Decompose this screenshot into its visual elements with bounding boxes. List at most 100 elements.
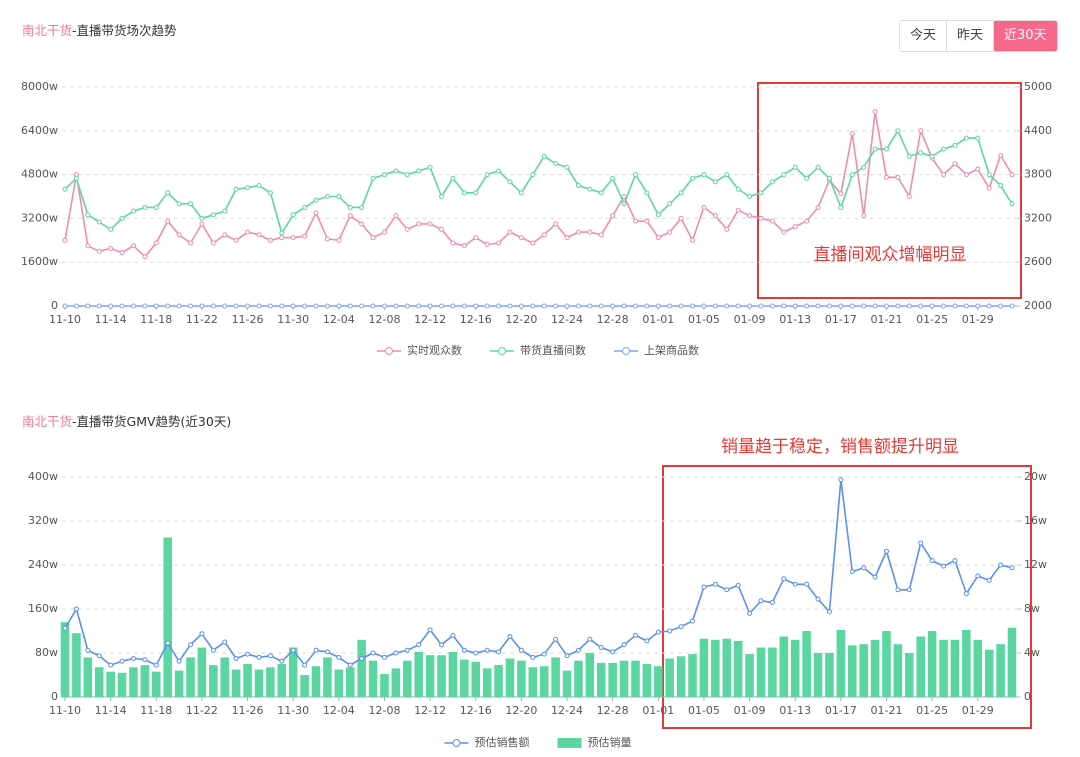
- point: [678, 624, 684, 630]
- legend-label: 预估销量: [588, 735, 632, 749]
- bar: [802, 631, 811, 697]
- point: [62, 237, 68, 243]
- point: [496, 168, 502, 174]
- point: [815, 596, 821, 602]
- y2-tick-label: 20w: [1024, 470, 1047, 483]
- point: [256, 183, 262, 189]
- line: [64, 111, 1013, 258]
- point: [895, 303, 901, 309]
- point: [872, 574, 878, 580]
- point: [883, 146, 889, 152]
- x-tick-label: 11-26: [232, 704, 264, 717]
- bar: [448, 651, 458, 697]
- point: [621, 642, 627, 648]
- point: [210, 647, 216, 653]
- bar: [380, 673, 389, 697]
- point: [883, 174, 889, 180]
- point: [142, 303, 148, 309]
- point: [279, 658, 285, 664]
- x-tick-label: 12-28: [597, 704, 629, 717]
- point: [73, 303, 79, 309]
- legend-swatch: [498, 347, 506, 355]
- point: [313, 647, 319, 653]
- chart-title: 南北干货-直播带货GMV趋势(近30天): [22, 414, 231, 429]
- point: [1009, 201, 1015, 207]
- point: [575, 647, 581, 653]
- point: [188, 201, 194, 207]
- point: [553, 303, 559, 309]
- point: [142, 657, 148, 663]
- point: [610, 175, 616, 181]
- legend-label: 带货直播间数: [520, 343, 586, 357]
- point: [735, 186, 741, 192]
- bar: [505, 658, 515, 697]
- bar: [288, 647, 298, 697]
- point: [598, 645, 604, 650]
- y2-tick-label: 16w: [1024, 514, 1047, 527]
- point: [153, 240, 159, 246]
- point: [347, 213, 353, 219]
- point: [461, 190, 467, 196]
- point: [906, 587, 912, 593]
- x-tick-label: 11-14: [95, 313, 127, 326]
- point: [199, 631, 205, 637]
- x-tick-label: 01-05: [688, 313, 720, 326]
- y-tick-label: 320w: [28, 514, 58, 527]
- point: [621, 201, 627, 207]
- x-tick-label: 01-29: [962, 704, 994, 717]
- point: [530, 654, 536, 660]
- point: [587, 636, 593, 642]
- range-button[interactable]: 昨天: [946, 21, 994, 51]
- point: [769, 179, 775, 185]
- point: [404, 647, 410, 653]
- bar: [334, 669, 344, 697]
- point: [769, 218, 775, 224]
- bar: [94, 667, 104, 697]
- point: [667, 628, 673, 634]
- bar: [619, 660, 629, 697]
- point: [975, 166, 981, 172]
- point: [85, 303, 91, 309]
- point: [473, 303, 479, 309]
- point: [518, 190, 524, 196]
- point: [975, 135, 981, 141]
- point: [564, 303, 570, 309]
- point: [735, 303, 741, 309]
- point: [165, 640, 171, 646]
- point: [188, 240, 194, 246]
- x-tick-label: 12-04: [323, 313, 355, 326]
- point: [918, 303, 924, 309]
- point: [404, 303, 410, 309]
- point: [381, 172, 387, 178]
- point: [1009, 565, 1015, 571]
- title-brand: 南北干货: [22, 414, 72, 429]
- point: [826, 175, 832, 181]
- range-button[interactable]: 今天: [900, 21, 947, 51]
- y-tick-label: 1600w: [21, 255, 58, 268]
- x-tick-label: 12-24: [551, 704, 583, 717]
- point: [769, 599, 775, 605]
- bar: [151, 671, 161, 697]
- range-button[interactable]: 近30天: [993, 21, 1057, 51]
- point: [108, 303, 114, 309]
- point: [473, 235, 479, 241]
- x-tick-label: 01-09: [734, 704, 766, 717]
- point: [530, 240, 536, 246]
- point: [370, 175, 376, 181]
- point: [975, 573, 981, 579]
- point: [222, 639, 228, 645]
- legend-swatch: [385, 347, 393, 355]
- point: [484, 172, 490, 178]
- legend-swatch: [452, 739, 461, 747]
- point: [963, 591, 969, 597]
- point: [381, 303, 387, 309]
- point: [359, 204, 365, 210]
- point: [598, 232, 604, 238]
- y-tick-label: 6400w: [21, 124, 58, 137]
- point: [427, 627, 433, 633]
- point: [73, 175, 79, 181]
- point: [541, 651, 547, 657]
- point: [952, 142, 958, 148]
- bar: [60, 622, 70, 697]
- point: [450, 632, 456, 638]
